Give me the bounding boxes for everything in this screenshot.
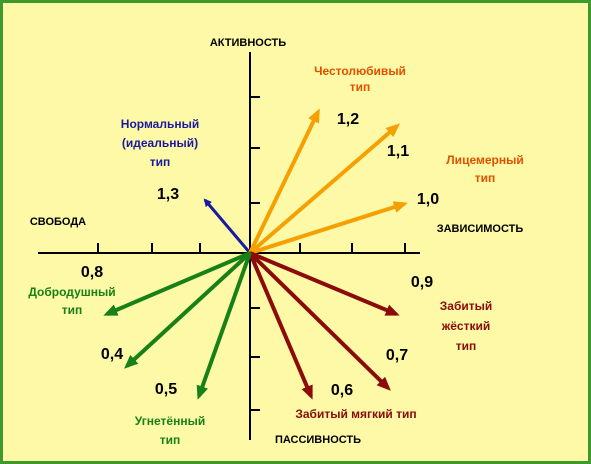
type-label: жёсткий bbox=[441, 319, 491, 333]
type-label: Лицемерный bbox=[446, 153, 523, 167]
arrow-value: 1,3 bbox=[157, 186, 179, 203]
arrow-value: 1,0 bbox=[417, 191, 439, 208]
arrow-value: 1,1 bbox=[387, 143, 409, 160]
type-label: Честолюбивый bbox=[314, 64, 406, 78]
arrow-value: 0,5 bbox=[155, 381, 177, 398]
axes bbox=[38, 52, 420, 440]
type-label: тип bbox=[475, 171, 496, 185]
axis-label: СВОБОДА bbox=[30, 216, 86, 228]
axis-label: ЗАВИСИМОСТЬ bbox=[437, 223, 524, 235]
arrows bbox=[103, 108, 408, 400]
type-label: тип bbox=[150, 155, 171, 169]
type-label: Добродушный bbox=[28, 285, 115, 299]
type-label: тип bbox=[456, 339, 477, 353]
type-label: тип bbox=[62, 303, 83, 317]
axis-label: ПАССИВНОСТЬ bbox=[275, 434, 361, 446]
arrow-value: 0,9 bbox=[411, 274, 433, 291]
arrow-value: 0,6 bbox=[331, 382, 353, 399]
arrow-value: 0,7 bbox=[386, 347, 408, 364]
type-label: Забитый bbox=[440, 299, 492, 313]
type-label: тип bbox=[350, 80, 371, 94]
arrow-value: 0,8 bbox=[81, 264, 103, 281]
type-label: (идеальный) bbox=[122, 136, 198, 150]
type-label: Угнетённый bbox=[135, 414, 205, 428]
type-label: Нормальный bbox=[121, 117, 199, 131]
type-label: тип bbox=[160, 433, 181, 447]
arrow-value: 0,4 bbox=[101, 346, 123, 363]
type-label: Забитый мягкий тип bbox=[295, 407, 416, 421]
arrow-value: 1,2 bbox=[337, 111, 359, 128]
axis-label: АКТИВНОСТЬ bbox=[210, 37, 286, 49]
